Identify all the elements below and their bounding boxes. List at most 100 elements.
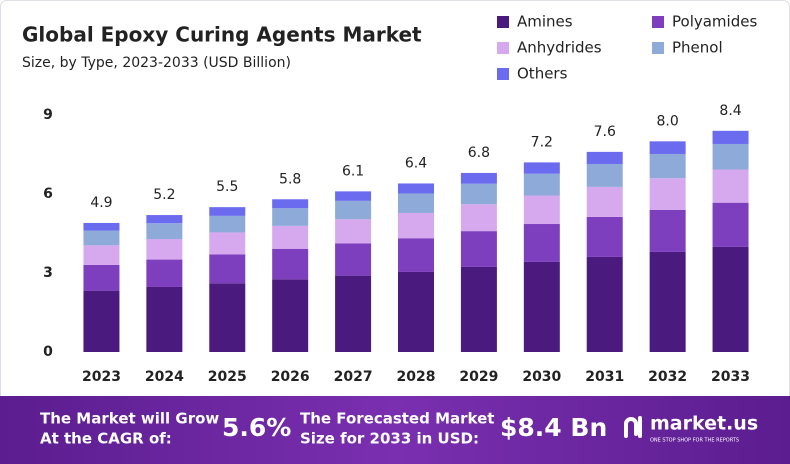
y-tick-label: 6 [43, 186, 53, 202]
x-tick-label: 2024 [145, 369, 184, 385]
bar-segment [460, 266, 497, 352]
bar-segment [649, 153, 686, 179]
bar-segment [209, 215, 246, 233]
bar-segment [209, 232, 246, 255]
bar-segment [649, 141, 686, 154]
bar-segment [146, 215, 183, 224]
bar-segment [209, 254, 246, 284]
legend-swatch [497, 16, 509, 28]
bar-segment [209, 207, 246, 216]
total-label: 5.8 [279, 171, 301, 187]
bar-segment [398, 193, 434, 213]
total-label: 6.8 [468, 145, 490, 161]
bar-segment [272, 225, 309, 249]
total-label: 7.2 [531, 134, 553, 150]
bar-segment [523, 195, 560, 225]
total-label: 4.9 [90, 195, 112, 211]
y-tick-label: 0 [43, 344, 53, 360]
x-tick-label: 2033 [711, 369, 750, 385]
bar-segment [712, 130, 749, 144]
bar-segment [523, 224, 560, 262]
bar-segment [649, 178, 686, 210]
bar-segment [146, 259, 183, 287]
legend-label: Polyamides [672, 13, 757, 31]
x-tick-label: 2026 [271, 369, 310, 385]
x-tick-label: 2023 [82, 369, 121, 385]
total-label: 8.0 [657, 113, 679, 129]
tagline: ONE STOP SHOP FOR THE REPORTS [650, 438, 739, 444]
x-tick-label: 2032 [648, 369, 687, 385]
bar-segment [460, 183, 497, 205]
legend-swatch [652, 42, 664, 54]
legend-label: Phenol [672, 39, 723, 57]
footer-band [0, 396, 790, 464]
bar-segment [272, 208, 309, 226]
total-label: 6.4 [405, 155, 427, 171]
brand: market.us [650, 413, 758, 435]
chart-subtitle: Size, by Type, 2023-2033 (USD Billion) [22, 55, 291, 71]
bar-segment [146, 223, 183, 240]
bar-segment [460, 204, 497, 232]
bar-segment [83, 264, 120, 291]
bar-segment [523, 162, 560, 174]
brand-logo [624, 416, 642, 438]
bar-segment [272, 248, 309, 280]
bar-segment [586, 186, 623, 217]
bar-segment [586, 256, 623, 352]
legend-label: Anhydrides [517, 39, 602, 57]
bar-segment [649, 209, 686, 252]
legend-swatch [497, 42, 509, 54]
bar-segment [712, 169, 749, 203]
bar-segment [209, 283, 246, 352]
x-tick-label: 2027 [334, 369, 373, 385]
legend-swatch [652, 16, 664, 28]
legend: Amines Polyamides Anhydrides Phenol Others [497, 13, 757, 83]
footer-text: The Forecasted Market [300, 410, 494, 428]
footer-text: The Market will Grow [40, 410, 219, 428]
bar-segment [272, 199, 309, 209]
bar-segment [398, 238, 434, 272]
total-label: 7.6 [594, 124, 616, 140]
footer-text: At the CAGR of: [40, 430, 172, 448]
bar-segment [712, 246, 749, 352]
bar-segment [398, 183, 434, 194]
x-tick-label: 2031 [585, 369, 624, 385]
footer-text: Size for 2033 in USD: [300, 430, 479, 448]
footer-cagr: 5.6% [222, 413, 291, 442]
legend-swatch [497, 68, 509, 80]
legend-label: Amines [517, 13, 573, 31]
footer-forecast: $8.4 Bn [500, 413, 607, 442]
total-label: 5.5 [216, 179, 238, 195]
bar-segment [335, 200, 372, 220]
bar-segment [146, 286, 183, 352]
total-label: 8.4 [719, 103, 741, 119]
bar-segment [146, 239, 183, 260]
bar-segment [586, 151, 623, 164]
y-tick-label: 9 [43, 107, 53, 123]
bar-segment [335, 275, 372, 352]
bar-segment [712, 143, 749, 170]
bar-segment [586, 163, 623, 187]
bar-segment [335, 191, 372, 201]
bar-segment [523, 261, 560, 352]
x-tick-label: 2028 [397, 369, 436, 385]
bar-segment [272, 279, 309, 352]
chart-title: Global Epoxy Curing Agents Market [22, 23, 422, 47]
bar-segment [83, 222, 120, 231]
x-tick-label: 2030 [522, 369, 561, 385]
bar-segment [712, 202, 749, 247]
x-tick-label: 2025 [208, 369, 247, 385]
total-label: 6.1 [342, 163, 364, 179]
bar-segment [335, 219, 372, 244]
bar-segment [335, 243, 372, 276]
total-label: 5.2 [153, 187, 175, 203]
bar-segment [460, 231, 497, 267]
legend-label: Others [517, 65, 568, 83]
bar-segment [83, 245, 120, 265]
bar-segment [83, 290, 120, 352]
y-tick-label: 3 [43, 265, 53, 281]
bar-segment [83, 230, 120, 246]
bar-segment [586, 216, 623, 257]
bar-segment [398, 212, 434, 239]
bar-segment [523, 173, 560, 196]
